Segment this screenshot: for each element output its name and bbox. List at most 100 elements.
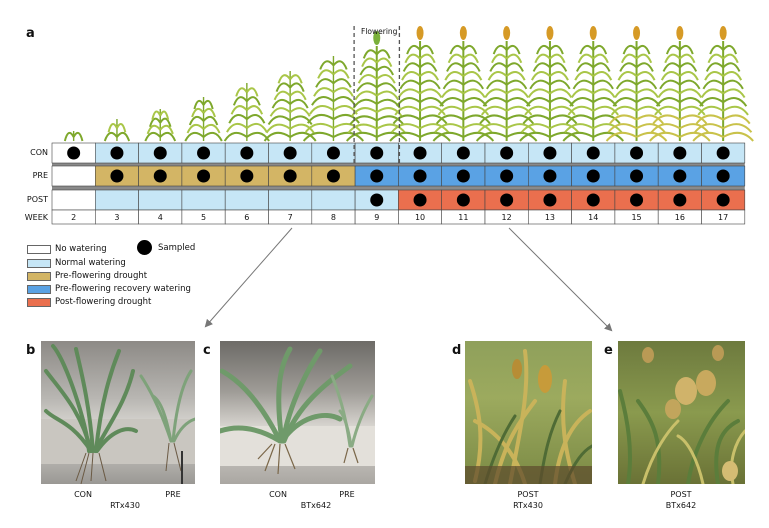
grain-head [676,26,684,40]
legend-pre-flowering-drought: Pre-flowering drought [27,271,147,281]
sampled-dot [283,169,297,183]
sampled-dot [456,169,470,183]
grain-head [633,26,641,40]
week-cell [701,209,746,225]
sorghum-plant-week-5 [184,97,223,142]
sampled-dot-icon [137,240,152,255]
sampled-dot [370,146,384,160]
photo-b-rtx430-con-vs-pre [41,341,195,484]
week-number: 7 [287,213,293,222]
sampled-dot [197,169,211,183]
photo-e-btx642-post [618,341,745,484]
caption-b-pre: PRE [165,490,181,499]
legend-post-flowering-drought: Post-flowering drought [27,297,151,307]
caption-d-genotype: RTx430 [513,501,543,510]
arrow-to-panels-b-c [204,227,293,328]
legend-swatch-normal-watering [27,258,51,268]
growth-timeline-diagram [51,26,754,225]
sampled-dot [543,193,557,207]
week-number: 6 [244,213,250,222]
week-number: 5 [200,213,207,222]
plant-illustrations [63,26,754,142]
sampled-dot [240,169,254,183]
sorghum-plant-week-6 [223,83,270,142]
grain-head [719,26,727,40]
panel-d-letter: d [452,343,462,358]
panel-e-letter: e [604,343,613,358]
sampled-dot [153,169,167,183]
sampled-dot [716,146,730,160]
sorghum-plant-week-3 [103,119,131,142]
row-label-post: POST [26,195,48,204]
sampled-dot [630,146,644,160]
sampled-dot [456,146,470,160]
sorghum-plant-week-4 [144,109,177,142]
week-number: 10 [414,213,426,222]
sampled-dot [500,169,514,183]
caption-b-genotype: RTx430 [110,501,140,510]
sampled-dot [630,193,644,207]
legend-swatch-pre-flowering-drought [27,271,51,281]
sorghum-plant-week-11 [432,26,495,142]
sampled-dot [716,169,730,183]
sampled-dot [673,169,687,183]
legend-normal-watering: Normal watering [27,258,126,268]
flower-head [373,31,381,45]
grain-head [416,26,424,40]
flowering-window [353,26,401,166]
sampled-dot [630,169,644,183]
week-number: 13 [544,213,556,222]
flowering-label: Flowering [361,27,398,36]
sampled-dot [586,146,600,160]
caption-d-post: POST [517,490,539,499]
sampled-dot [370,193,384,207]
sorghum-plant-week-9 [345,31,408,142]
sampled-dot [673,193,687,207]
sampled-dot [326,169,340,183]
week-number: 15 [631,213,642,222]
panel-c-letter: c [203,343,211,358]
row-label-con: CON [30,148,48,157]
row-separator [52,186,745,190]
legend-no-watering: No watering [27,244,107,254]
grain-head [546,26,554,40]
caption-e-post: POST [670,490,692,499]
sampled-dot [500,193,514,207]
caption-b-con: CON [74,490,92,499]
sampled-dot [586,169,600,183]
caption-c-con: CON [269,490,287,499]
sorghum-plant-week-2 [63,131,84,142]
sampled-dot [673,146,687,160]
grain-head [503,26,511,40]
sampled-dot [283,146,297,160]
sampled-dot [110,146,124,160]
sorghum-plant-week-12 [475,26,538,142]
week-number: 12 [501,213,512,222]
sampled-dot [153,146,167,160]
sampled-dot [413,193,427,207]
legend-label: Pre-flowering recovery watering [55,284,191,294]
sampled-dot [413,146,427,160]
sampled-dot [543,169,557,183]
panel-a-letter: a [26,26,35,41]
sampled-dot [543,146,557,160]
sorghum-plant-week-13 [519,26,581,142]
arrow-to-panels-d-e [508,227,613,332]
legend-swatch-post-flowering-drought [27,297,51,307]
week-number: 2 [71,213,77,222]
week-number: 11 [458,213,469,222]
sampled-dot [413,169,427,183]
sampled-dot [326,146,340,160]
legend-label: Normal watering [55,258,126,268]
sampled-dot [456,193,470,207]
sampled-dot [240,146,254,160]
week-number: 4 [157,213,163,222]
sorghum-plant-week-17 [692,26,754,142]
row-label-pre: PRE [32,171,48,180]
row-label-week: WEEK [24,213,48,222]
sampled-dot [110,169,124,183]
caption-c-genotype: BTx642 [300,501,332,510]
sampled-dot [370,169,384,183]
panel-b-letter: b [26,343,36,358]
row-separator [52,163,745,166]
